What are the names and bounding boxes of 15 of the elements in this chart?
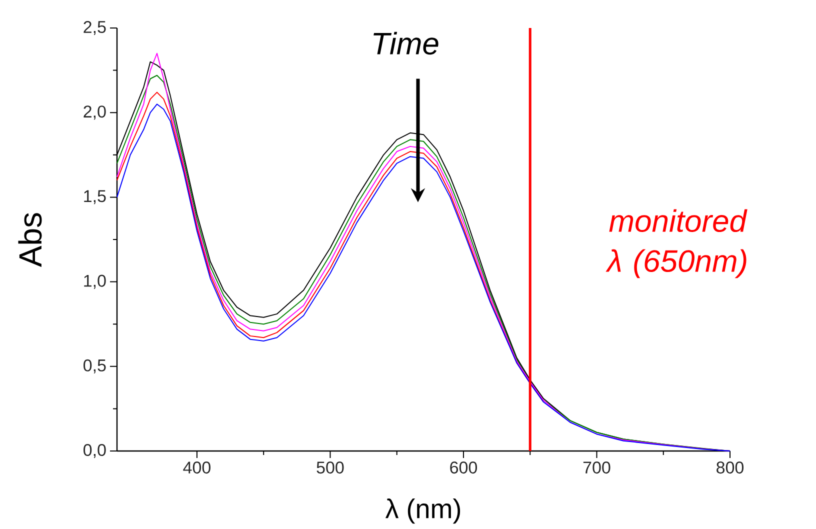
- y-tick-label: 0,5: [84, 359, 106, 374]
- x-tick-label: 700: [583, 462, 610, 474]
- annotation: Time: [374, 32, 438, 55]
- y-tick-label: 1,0: [84, 274, 106, 289]
- ref-line-label: monitored λ (650nm): [606, 209, 748, 278]
- x-axis-title: λ (nm): [385, 498, 460, 524]
- y-tick-label: 1,5: [84, 190, 106, 204]
- x-tick-label: 400: [183, 462, 210, 474]
- x-tick-label: 800: [716, 462, 744, 474]
- y-axis-title: Abs: [18, 213, 42, 268]
- y-tick-label: 2,0: [84, 106, 106, 120]
- y-tick-label: 0,0: [84, 444, 106, 458]
- x-tick-label: 600: [450, 462, 477, 474]
- y-tick-label: 2,5: [84, 20, 106, 36]
- x-tick-label: 500: [316, 462, 344, 474]
